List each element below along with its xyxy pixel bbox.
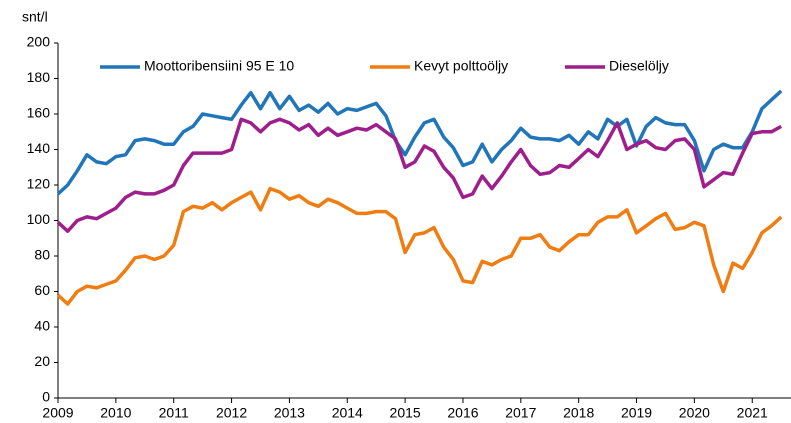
x-tick-label: 2021	[737, 405, 768, 421]
y-tick-label: 140	[27, 140, 51, 156]
x-tick-label: 2016	[447, 405, 478, 421]
series-line	[56, 89, 783, 196]
legend-label: Kevyt polttoöljy	[414, 58, 508, 74]
x-tick-label: 2010	[100, 405, 131, 421]
x-tick-label: 2011	[159, 405, 189, 421]
y-axis-label: snt/l	[22, 9, 48, 25]
series-line	[56, 186, 783, 306]
y-tick-label: 160	[27, 105, 51, 121]
y-tick-label: 200	[27, 34, 51, 50]
y-tick-label: 60	[34, 282, 50, 298]
y-tick-label: 180	[27, 69, 51, 85]
x-tick-label: 2018	[563, 405, 594, 421]
y-tick-label: 100	[27, 211, 51, 227]
x-tick-label: 2009	[42, 405, 73, 421]
y-tick-label: 120	[27, 176, 51, 192]
x-tick-label: 2013	[274, 405, 305, 421]
legend-label: Dieselöljy	[609, 58, 669, 74]
x-tick-label: 2012	[216, 405, 247, 421]
x-tick-label: 2015	[390, 405, 421, 421]
x-tick-label: 2019	[621, 405, 652, 421]
series-line	[56, 117, 783, 233]
legend-label: Moottoribensiini 95 E 10	[144, 58, 294, 74]
x-tick-label: 2017	[505, 405, 536, 421]
y-tick-label: 40	[34, 318, 50, 334]
y-tick-label: 20	[34, 353, 50, 369]
y-tick-label: 0	[42, 389, 50, 405]
x-tick-label: 2014	[332, 405, 363, 421]
y-tick-label: 80	[34, 247, 50, 263]
x-tick-label: 2020	[679, 405, 710, 421]
